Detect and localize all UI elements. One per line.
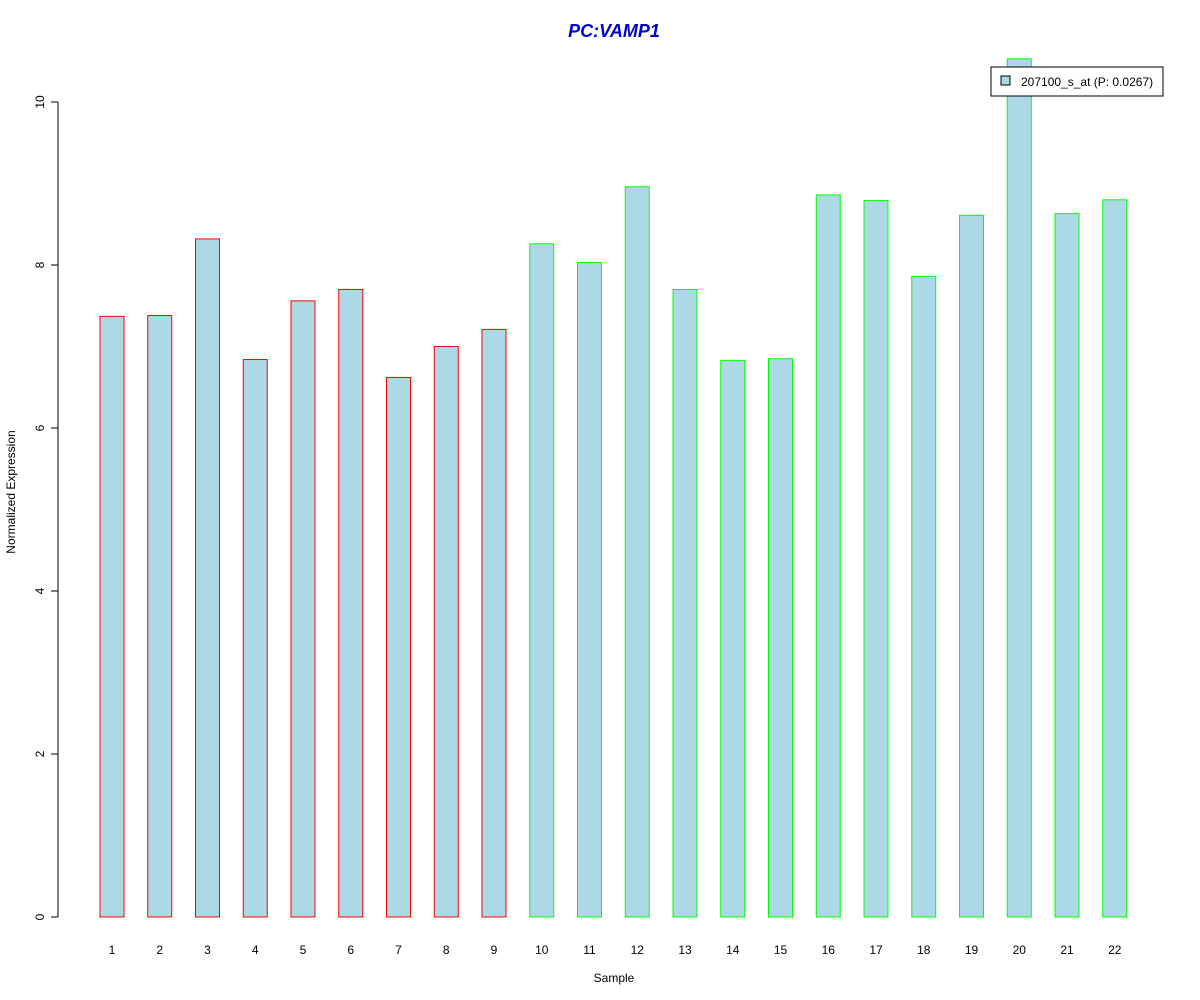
y-tick-label: 0 <box>33 913 47 920</box>
x-tick-label: 15 <box>774 943 788 957</box>
bar <box>338 288 364 918</box>
x-tick-label: 2 <box>156 943 163 957</box>
y-tick-label: 6 <box>33 424 47 431</box>
bar <box>242 359 268 918</box>
y-tick-label: 8 <box>33 261 47 268</box>
x-tick-label: 21 <box>1060 943 1074 957</box>
x-tick-label: 5 <box>300 943 307 957</box>
x-tick-label: 6 <box>347 943 354 957</box>
x-tick-label: 12 <box>631 943 645 957</box>
x-tick-label: 20 <box>1013 943 1027 957</box>
bar <box>433 346 459 918</box>
y-axis: 0 2 4 6 8 10 <box>33 95 59 920</box>
legend-box <box>990 66 1164 97</box>
x-tick-label: 14 <box>726 943 740 957</box>
chart-title: PC:VAMP1 <box>568 21 660 41</box>
bar <box>863 200 889 918</box>
y-axis-title: Normalized Expression <box>4 430 18 553</box>
y-tick-label: 2 <box>33 750 47 757</box>
x-tick-label: 8 <box>443 943 450 957</box>
x-tick-label: 11 <box>583 943 596 957</box>
x-tick-label: 18 <box>917 943 931 957</box>
bar <box>720 359 746 918</box>
x-tick-label: 7 <box>395 943 402 957</box>
bar <box>577 262 602 918</box>
bar <box>529 243 555 918</box>
bar <box>99 315 125 918</box>
bar <box>1054 213 1080 918</box>
x-tick-label: 17 <box>869 943 883 957</box>
x-tick-label: 22 <box>1108 943 1122 957</box>
y-tick-label: 10 <box>33 95 47 109</box>
bar <box>624 186 650 918</box>
bars <box>99 58 1128 918</box>
bar <box>1006 58 1032 918</box>
bar <box>815 194 841 918</box>
legend-swatch <box>1000 75 1011 86</box>
x-tick-label: 13 <box>678 943 692 957</box>
x-tick-labels: 1 2 3 4 5 6 7 8 9 10 11 12 13 14 15 16 17 18 19 20 21 22 <box>109 943 1122 957</box>
x-axis-title: Sample <box>594 971 635 985</box>
bar <box>386 376 411 918</box>
x-tick-label: 19 <box>965 943 979 957</box>
x-tick-label: 4 <box>252 943 259 957</box>
x-tick-label: 1 <box>109 943 116 957</box>
legend-label: 207100_s_at (P: 0.0267) <box>1021 75 1153 89</box>
bar <box>1102 199 1128 918</box>
x-tick-label: 3 <box>204 943 211 957</box>
y-tick-label: 4 <box>33 587 47 594</box>
bar <box>959 214 984 918</box>
bar <box>768 358 793 918</box>
bar <box>290 300 316 918</box>
bar <box>911 275 937 918</box>
legend: 207100_s_at (P: 0.0267) <box>990 66 1164 97</box>
bar <box>147 315 173 918</box>
x-tick-label: 9 <box>491 943 498 957</box>
x-tick-label: 10 <box>535 943 549 957</box>
bar <box>672 288 698 918</box>
x-tick-label: 16 <box>822 943 836 957</box>
bar <box>481 328 507 918</box>
bar <box>195 238 220 918</box>
